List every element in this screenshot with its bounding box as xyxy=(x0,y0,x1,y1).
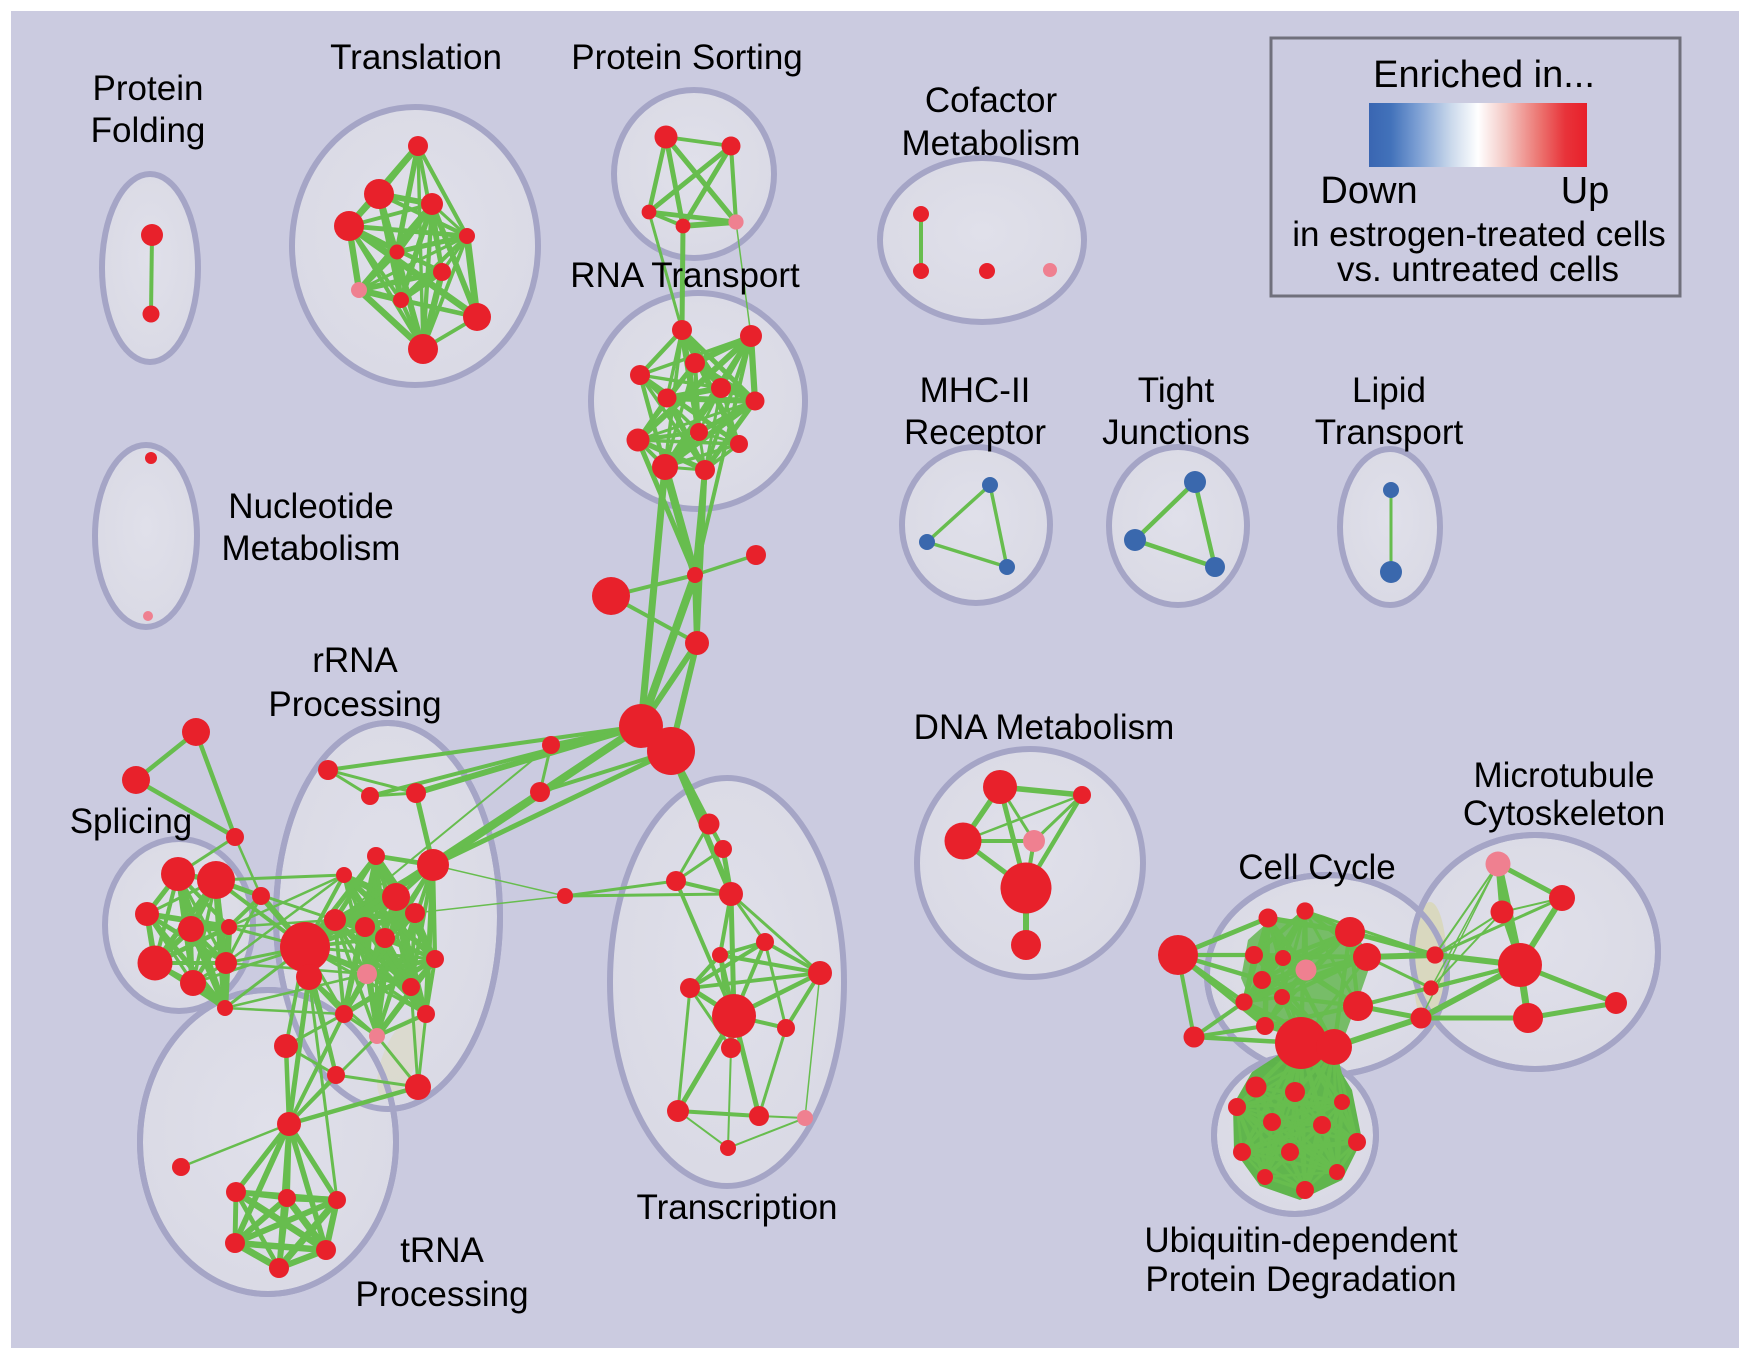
svg-text:Junctions: Junctions xyxy=(1102,413,1250,452)
svg-text:DNA Metabolism: DNA Metabolism xyxy=(914,708,1175,747)
svg-text:Metabolism: Metabolism xyxy=(902,124,1081,163)
svg-text:Protein Sorting: Protein Sorting xyxy=(571,38,803,77)
svg-text:Protein Degradation: Protein Degradation xyxy=(1145,1260,1456,1299)
svg-text:vs. untreated cells: vs. untreated cells xyxy=(1337,250,1619,289)
svg-text:RNA Transport: RNA Transport xyxy=(570,256,800,295)
svg-text:Metabolism: Metabolism xyxy=(222,529,401,568)
svg-text:rRNA: rRNA xyxy=(312,641,398,680)
svg-text:Tight: Tight xyxy=(1138,371,1215,410)
svg-text:Processing: Processing xyxy=(268,685,441,724)
svg-text:Receptor: Receptor xyxy=(904,413,1046,452)
svg-text:Transcription: Transcription xyxy=(637,1188,838,1227)
svg-text:Splicing: Splicing xyxy=(70,802,193,841)
svg-text:Enriched in...: Enriched in... xyxy=(1373,54,1595,96)
svg-text:Cofactor: Cofactor xyxy=(925,81,1058,120)
svg-text:tRNA: tRNA xyxy=(400,1231,484,1270)
svg-text:Cell Cycle: Cell Cycle xyxy=(1238,848,1396,887)
svg-text:Up: Up xyxy=(1561,170,1610,212)
svg-text:Down: Down xyxy=(1320,170,1417,212)
svg-text:in estrogen-treated cells: in estrogen-treated cells xyxy=(1292,215,1666,254)
svg-text:Transport: Transport xyxy=(1315,413,1464,452)
svg-text:Microtubule: Microtubule xyxy=(1474,756,1655,795)
svg-text:Lipid: Lipid xyxy=(1352,371,1426,410)
svg-text:Cytoskeleton: Cytoskeleton xyxy=(1463,794,1665,833)
svg-text:Processing: Processing xyxy=(355,1275,528,1314)
svg-text:Translation: Translation xyxy=(330,38,502,77)
svg-text:Ubiquitin-dependent: Ubiquitin-dependent xyxy=(1144,1221,1458,1260)
svg-text:MHC-II: MHC-II xyxy=(920,371,1031,410)
svg-text:Nucleotide: Nucleotide xyxy=(228,487,393,526)
svg-text:Folding: Folding xyxy=(91,111,206,150)
svg-text:Protein: Protein xyxy=(93,69,204,108)
